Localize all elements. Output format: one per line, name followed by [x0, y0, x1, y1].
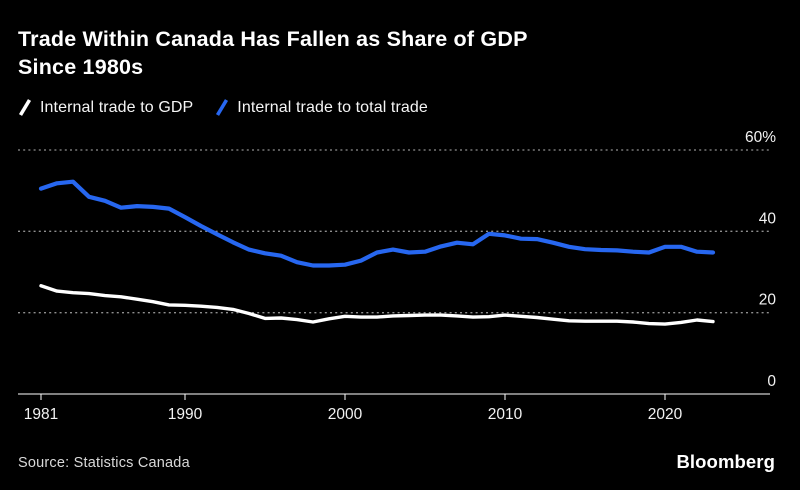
x-axis-label-2000: 2000: [328, 406, 363, 423]
white-slash-icon: [18, 98, 32, 117]
x-axis-label-1990: 1990: [168, 406, 203, 423]
legend-label: Internal trade to total trade: [237, 98, 428, 116]
legend: Internal trade to GDP Internal trade to …: [18, 98, 428, 117]
legend-item-internal-trade-to-total-trade: Internal trade to total trade: [215, 98, 428, 117]
blue-slash-icon: [215, 98, 229, 117]
y-axis-label-60: 60%: [745, 129, 776, 146]
bloomberg-logo: Bloomberg: [676, 451, 775, 472]
series-line-internal-trade-to-total-trade: [38, 179, 716, 268]
x-axis-label-1981: 1981: [24, 406, 58, 423]
series-line-internal-trade-to-gdp: [39, 284, 715, 326]
legend-item-internal-trade-to-gdp: Internal trade to GDP: [18, 98, 193, 117]
source-credit: Source: Statistics Canada: [18, 455, 190, 471]
chart-title: Trade Within Canada Has Fallen as Share …: [18, 25, 528, 81]
x-axis-label-2010: 2010: [488, 406, 523, 423]
chart-title-line2: Since 1980s: [18, 55, 144, 79]
x-axis-label-2020: 2020: [648, 406, 683, 423]
y-axis-label-40: 40: [759, 210, 777, 227]
chart-title-line1: Trade Within Canada Has Fallen as Share …: [18, 27, 528, 51]
y-axis-label-0: 0: [767, 373, 776, 390]
legend-label: Internal trade to GDP: [40, 98, 194, 116]
y-axis-label-20: 20: [759, 292, 777, 309]
